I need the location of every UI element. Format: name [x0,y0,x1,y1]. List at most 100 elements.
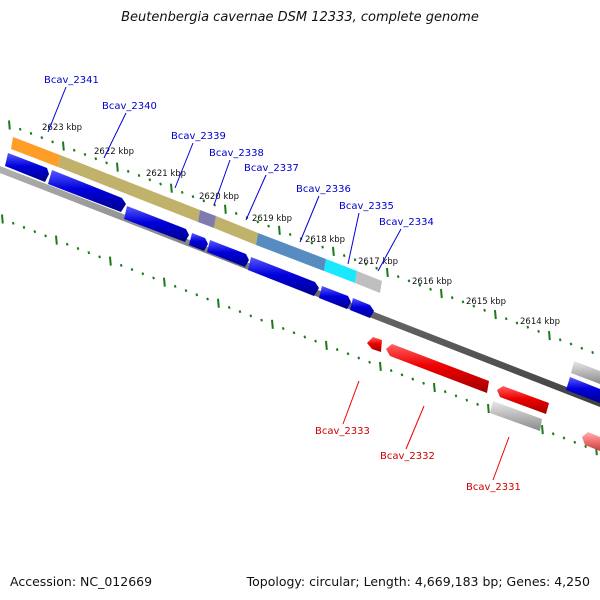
gene-arrow-bcav-2337 [207,240,249,267]
leader-line [213,159,231,206]
tick-minor [346,352,350,356]
tick-minor [238,310,242,314]
gene-label-forward: Bcav_2335 [339,201,394,212]
leader-line [342,380,360,425]
tick-major [170,183,173,193]
tick-major [433,382,436,393]
tick-minor [429,287,432,291]
tick-minor [159,182,162,186]
gene-label-forward: Bcav_2341 [44,75,99,86]
gene-label-forward: Bcav_2337 [244,163,299,174]
tick-minor [11,221,15,225]
tick-minor [227,305,231,309]
leader-line [377,228,402,272]
tick-major [55,235,58,245]
tick-minor [407,279,411,283]
gene-label-reverse: Bcav_2332 [380,451,435,462]
tick-minor [450,296,454,300]
tick-minor [476,402,479,406]
ruler-label: 2622 kbp [94,147,134,157]
ruler-label: 2619 kbp [252,214,292,224]
feature-band [11,137,382,293]
tick-major [386,267,389,278]
tick-minor [573,440,577,444]
tick-minor [418,283,422,287]
leader-line [347,212,360,265]
tick-major [163,277,166,287]
tick-minor [40,136,44,140]
tick-minor [454,394,458,398]
tick-major [494,309,497,320]
tick-minor [288,232,292,237]
tick-minor [364,262,368,266]
tick-minor [580,346,584,350]
tick-major [325,340,328,350]
tick-minor [18,127,22,131]
gene-unknown-reverse [490,401,542,431]
tick-minor [396,275,400,279]
tick-major [332,246,335,256]
ruler-label: 2620 kbp [199,192,239,202]
gene-arrow-bcav-2341 [5,153,49,182]
tick-minor [422,381,425,385]
ruler-label: 2623 kbp [42,123,82,133]
tick-minor [357,356,361,360]
tick-major [224,204,227,214]
tick-minor [105,161,108,165]
tick-minor [191,195,195,199]
leader-line [47,86,67,133]
ruler-labels: 2623 kbp 2622 kbp 2621 kbp 2620 kbp 2619 kbp… [42,123,560,327]
tick-major [278,225,281,235]
tick-major [440,288,443,299]
forward-gene-track [5,153,600,403]
page-title: Beutenbergia cavernae DSM 12333, complet… [121,10,479,25]
gene-arrow-bcav-2336 [248,257,319,296]
forward-gene-labels: Bcav_2341 Bcav_2340 Bcav_2339 Bcav_2338 Bcav… [44,75,434,272]
gene-arrow-bcav-2340 [48,170,126,212]
ruler-label: 2617 kbp [358,257,398,267]
tick-major [8,120,11,130]
tick-minor [22,225,26,229]
gene-arrow-bcav-2333 [367,337,382,352]
tick-minor [443,390,447,394]
tick-minor [353,258,357,262]
leader-line [405,405,425,450]
tick-minor [281,326,285,331]
tick-minor [119,263,123,267]
tick-minor [180,190,184,194]
tick-minor [141,272,145,276]
tick-major [217,298,220,308]
reverse-gene-track [367,337,600,451]
tick-minor [130,268,134,272]
tick-minor [234,211,238,215]
tick-minor [44,234,47,238]
tick-minor [483,308,486,312]
gene-label-reverse: Bcav_2333 [315,426,370,437]
ruler-ticks-bottom [1,214,598,456]
gene-arrow-bcav-2335 [319,286,351,309]
leader-line [492,436,510,481]
tick-minor [551,432,555,436]
gene-arrow-bcav-2338 [189,233,208,251]
accession-text: Accession: NC_012669 [10,574,153,589]
tick-minor [184,289,188,293]
tick-minor [72,148,76,152]
tick-minor [202,199,206,203]
tick-minor [87,251,91,255]
gene-label-forward: Bcav_2340 [102,101,157,112]
tick-minor [148,178,152,182]
tick-minor [504,317,508,321]
tick-minor [562,436,566,440]
tick-major [109,256,112,266]
tick-major [541,425,544,435]
ruler-label: 2614 kbp [520,317,560,327]
topology-text: Topology: circular; Length: 4,669,183 bp… [246,574,590,589]
tick-minor [411,377,415,381]
reverse-gene-labels: Bcav_2333 Bcav_2332 Bcav_2331 [315,380,521,493]
tick-minor [98,255,101,259]
gene-unknown-edge [571,361,600,384]
tick-minor [94,157,98,161]
tick-minor [29,131,33,135]
gene-label-reverse: Bcav_2331 [466,482,521,493]
